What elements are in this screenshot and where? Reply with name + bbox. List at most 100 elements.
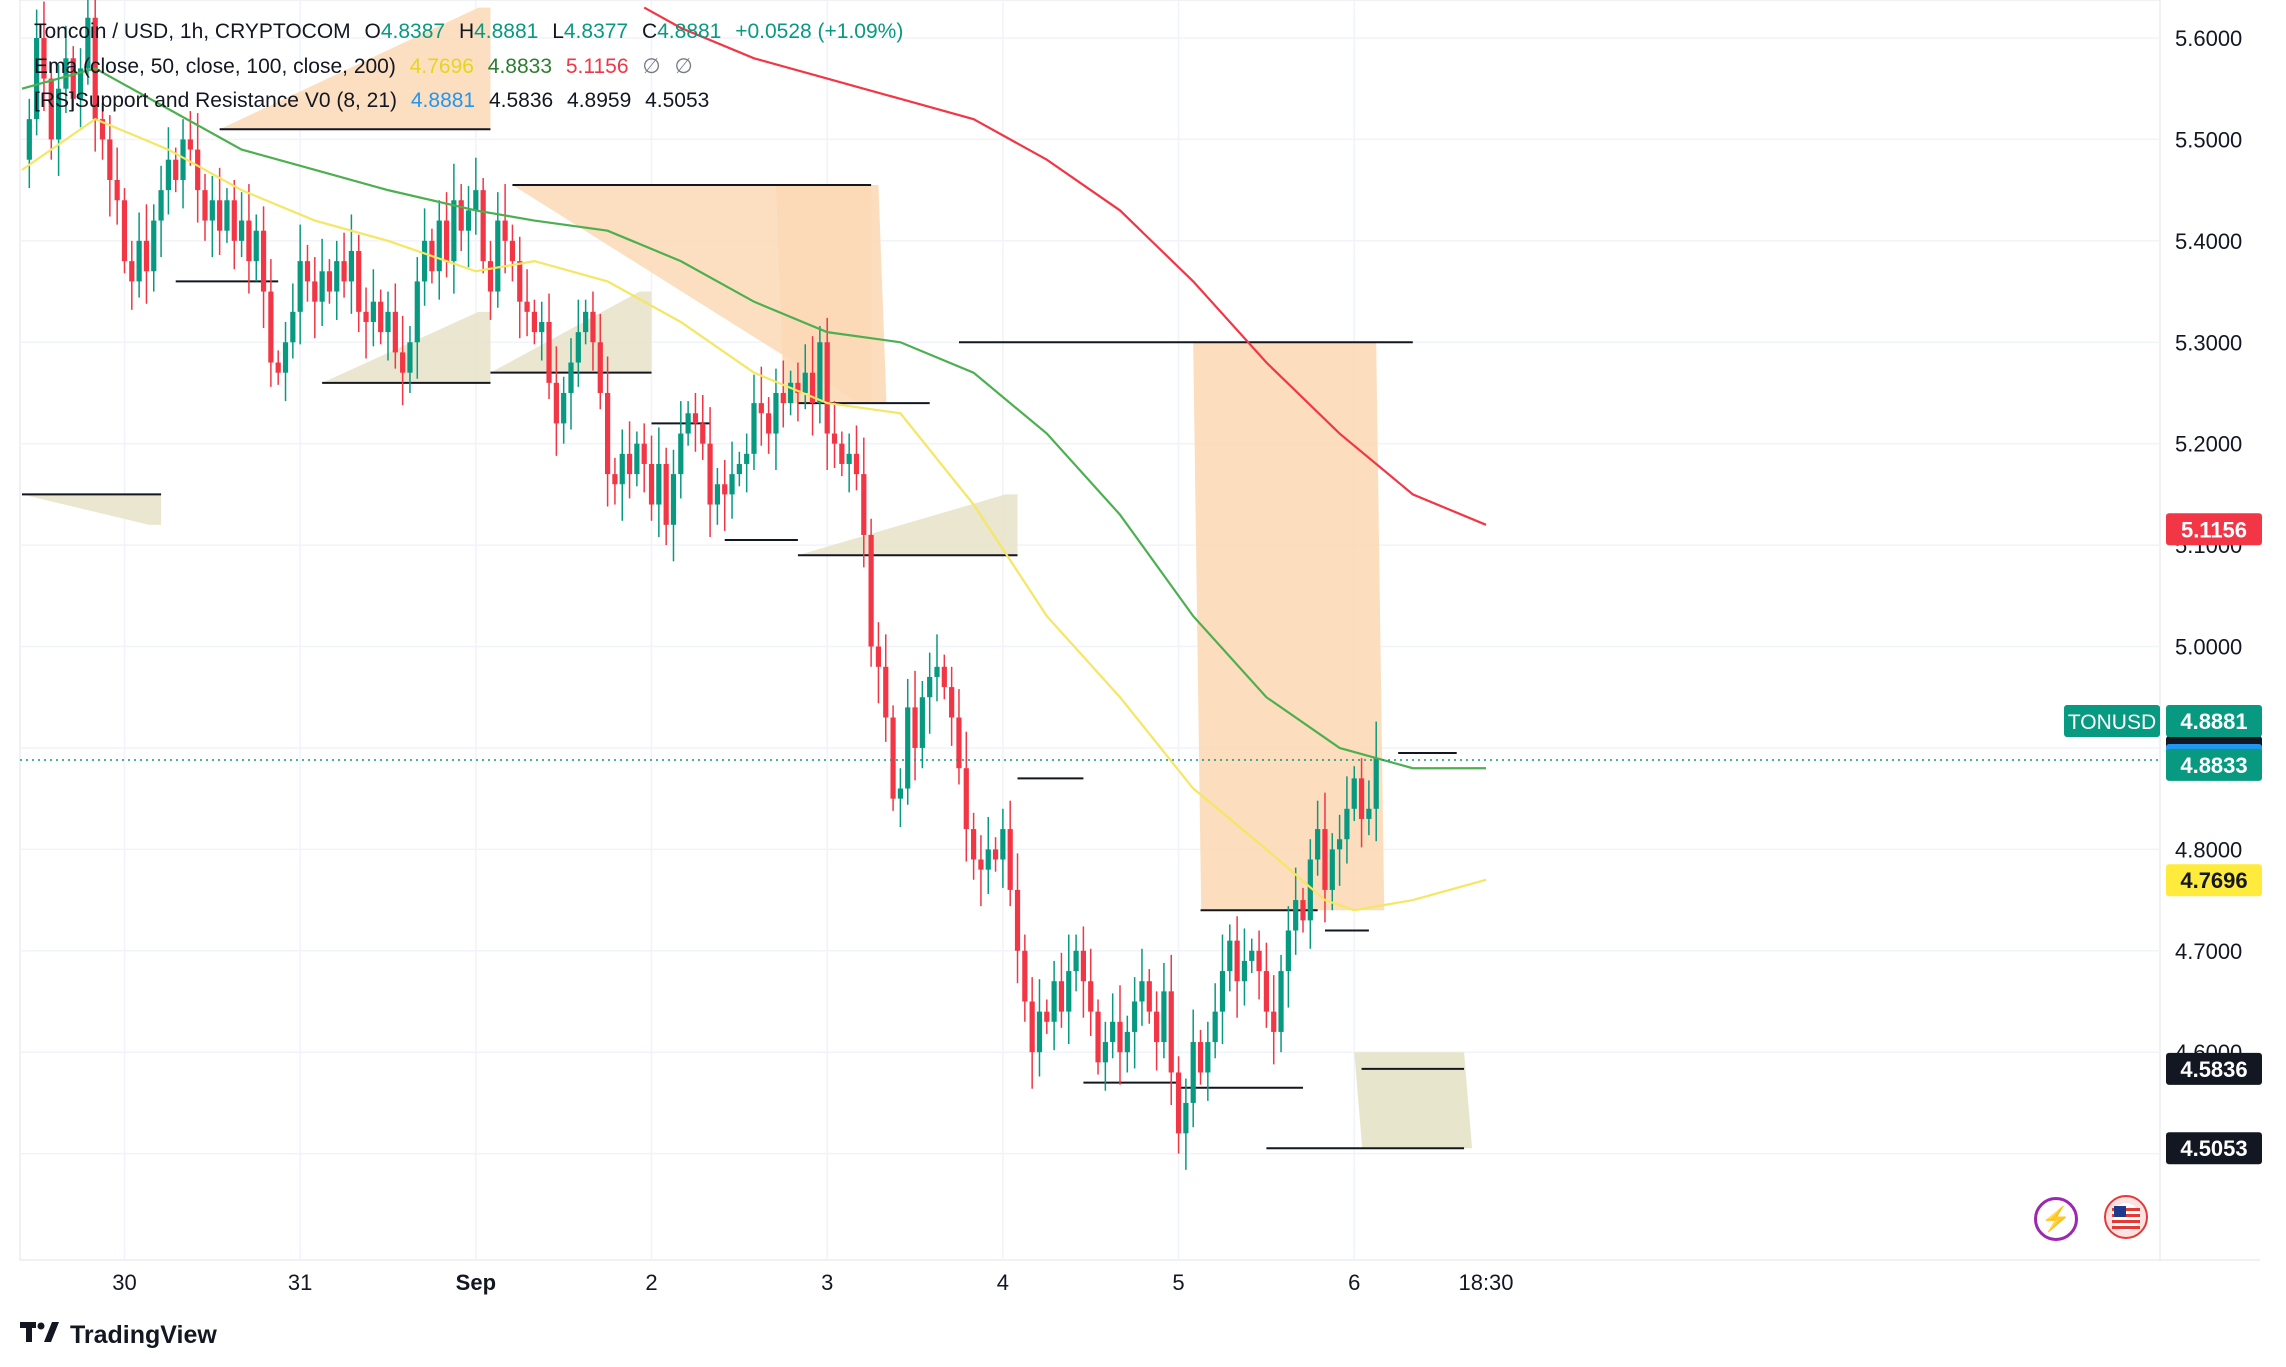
candle-up [451, 200, 457, 262]
candle-up [583, 311, 589, 333]
candle-down [1175, 1072, 1182, 1134]
candle-up [539, 321, 545, 333]
x-tick-label: Sep [456, 1270, 496, 1295]
candle-down [853, 453, 860, 475]
price-label-text: 4.5053 [2180, 1136, 2247, 1161]
candle-down [187, 139, 193, 150]
candle-up [26, 119, 32, 160]
candle-down [971, 829, 977, 860]
candle-up [1373, 758, 1379, 809]
candle-up [334, 261, 340, 292]
candle-up [422, 240, 428, 282]
candle-down [143, 240, 150, 272]
price-label-5.1156: 5.1156 [2166, 513, 2262, 546]
candle-down [546, 321, 552, 383]
candle-down [531, 311, 537, 333]
candle-down [1095, 1011, 1101, 1063]
candle-down [443, 220, 450, 262]
candle-down [912, 707, 918, 748]
candle-down [517, 261, 523, 302]
candle-up [1212, 1011, 1218, 1043]
candle-up [1161, 991, 1167, 1043]
y-tick-label: 5.5000 [2175, 127, 2242, 152]
candle-up [1036, 1011, 1043, 1053]
candle-up [370, 301, 376, 322]
price-label-4.8833: 4.8833 [2166, 748, 2262, 781]
tradingview-logo[interactable]: TradingView [20, 1320, 217, 1351]
candle-up [773, 392, 779, 434]
candle-down [1058, 981, 1065, 1012]
candle-down [766, 413, 772, 434]
candle-up [1293, 900, 1299, 931]
ema-line-50 [21, 117, 1487, 912]
x-tick-label: 30 [112, 1270, 136, 1295]
candle-down [1300, 900, 1306, 921]
legend-ema[interactable]: Ema (close, 50, close, 100, close, 200) … [34, 54, 701, 79]
price-label-text: 5.1156 [2181, 517, 2247, 542]
candle-down [260, 230, 267, 292]
brand-name: TradingView [70, 1321, 217, 1349]
candle-up [744, 453, 750, 464]
ema100-value: 4.8833 [487, 55, 553, 78]
candle-up [1205, 1042, 1211, 1073]
candle-down [480, 190, 486, 262]
y-tick-label: 5.6000 [2175, 26, 2242, 51]
candle-up [151, 220, 157, 272]
candle-up [407, 342, 413, 373]
ema-empty-2: ∅ [674, 55, 693, 78]
candle-up [239, 220, 245, 241]
candle-down [202, 190, 208, 221]
candle-up [634, 443, 640, 475]
candle-up [656, 463, 662, 505]
candle-up [63, 58, 69, 89]
candle-down [612, 474, 618, 485]
y-tick-label: 4.8000 [2175, 837, 2242, 862]
x-tick-label: 2 [645, 1270, 657, 1295]
us-flag-icon[interactable] [2104, 1195, 2148, 1239]
candle-up [282, 342, 289, 373]
candle-up [1000, 829, 1006, 860]
high-label: H4.8881 [458, 20, 539, 43]
candle-down [941, 666, 947, 688]
candle-down [1146, 981, 1152, 1012]
y-tick-label: 5.4000 [2175, 229, 2242, 254]
support-fill [490, 291, 652, 373]
candle-down [363, 311, 369, 322]
candle-up [1227, 940, 1233, 972]
candle-up [846, 453, 852, 464]
price-label-box [2166, 513, 2262, 546]
candle-down [1117, 1021, 1123, 1053]
candle-down [268, 291, 274, 363]
lightning-icon[interactable]: ⚡ [2034, 1197, 2078, 1241]
candle-down [758, 403, 764, 414]
sr-value-4: 4.5053 [645, 89, 710, 112]
price-label-text: 4.5836 [2180, 1057, 2247, 1082]
candle-down [663, 463, 669, 525]
candle-down [378, 301, 384, 333]
legend-ohlc: Toncoin / USD, 1h, CRYPTOCOM O4.8387 H4.… [34, 20, 911, 44]
candle-up [1139, 981, 1145, 1002]
candle-up [1219, 971, 1226, 1012]
price-label-4.5053: 4.5053 [2166, 1132, 2262, 1165]
change-label: +0.0528 (+1.09%) [735, 20, 904, 43]
candle-down [1168, 991, 1174, 1073]
open-label: O4.8387 [364, 20, 446, 43]
price-label-text: 4.8833 [2180, 753, 2247, 778]
candle-down [502, 220, 508, 241]
candle-up [253, 230, 259, 262]
candle-down [400, 352, 406, 373]
ema-empty-1: ∅ [642, 55, 661, 78]
legend-support-resistance[interactable]: [RS]Support and Resistance V0 (8, 21) 4.… [34, 89, 717, 113]
candle-up [985, 849, 991, 870]
candle-down [173, 159, 179, 180]
candle-down [1256, 950, 1262, 972]
support-fill [22, 494, 162, 525]
candle-up [670, 474, 677, 525]
resistance-zone [1193, 342, 1385, 911]
candle-down [195, 149, 201, 191]
candle-up [297, 261, 303, 312]
ema50-value: 4.7696 [409, 55, 474, 78]
sr-value-3: 4.8959 [567, 89, 632, 112]
resistance-fill [512, 185, 872, 404]
